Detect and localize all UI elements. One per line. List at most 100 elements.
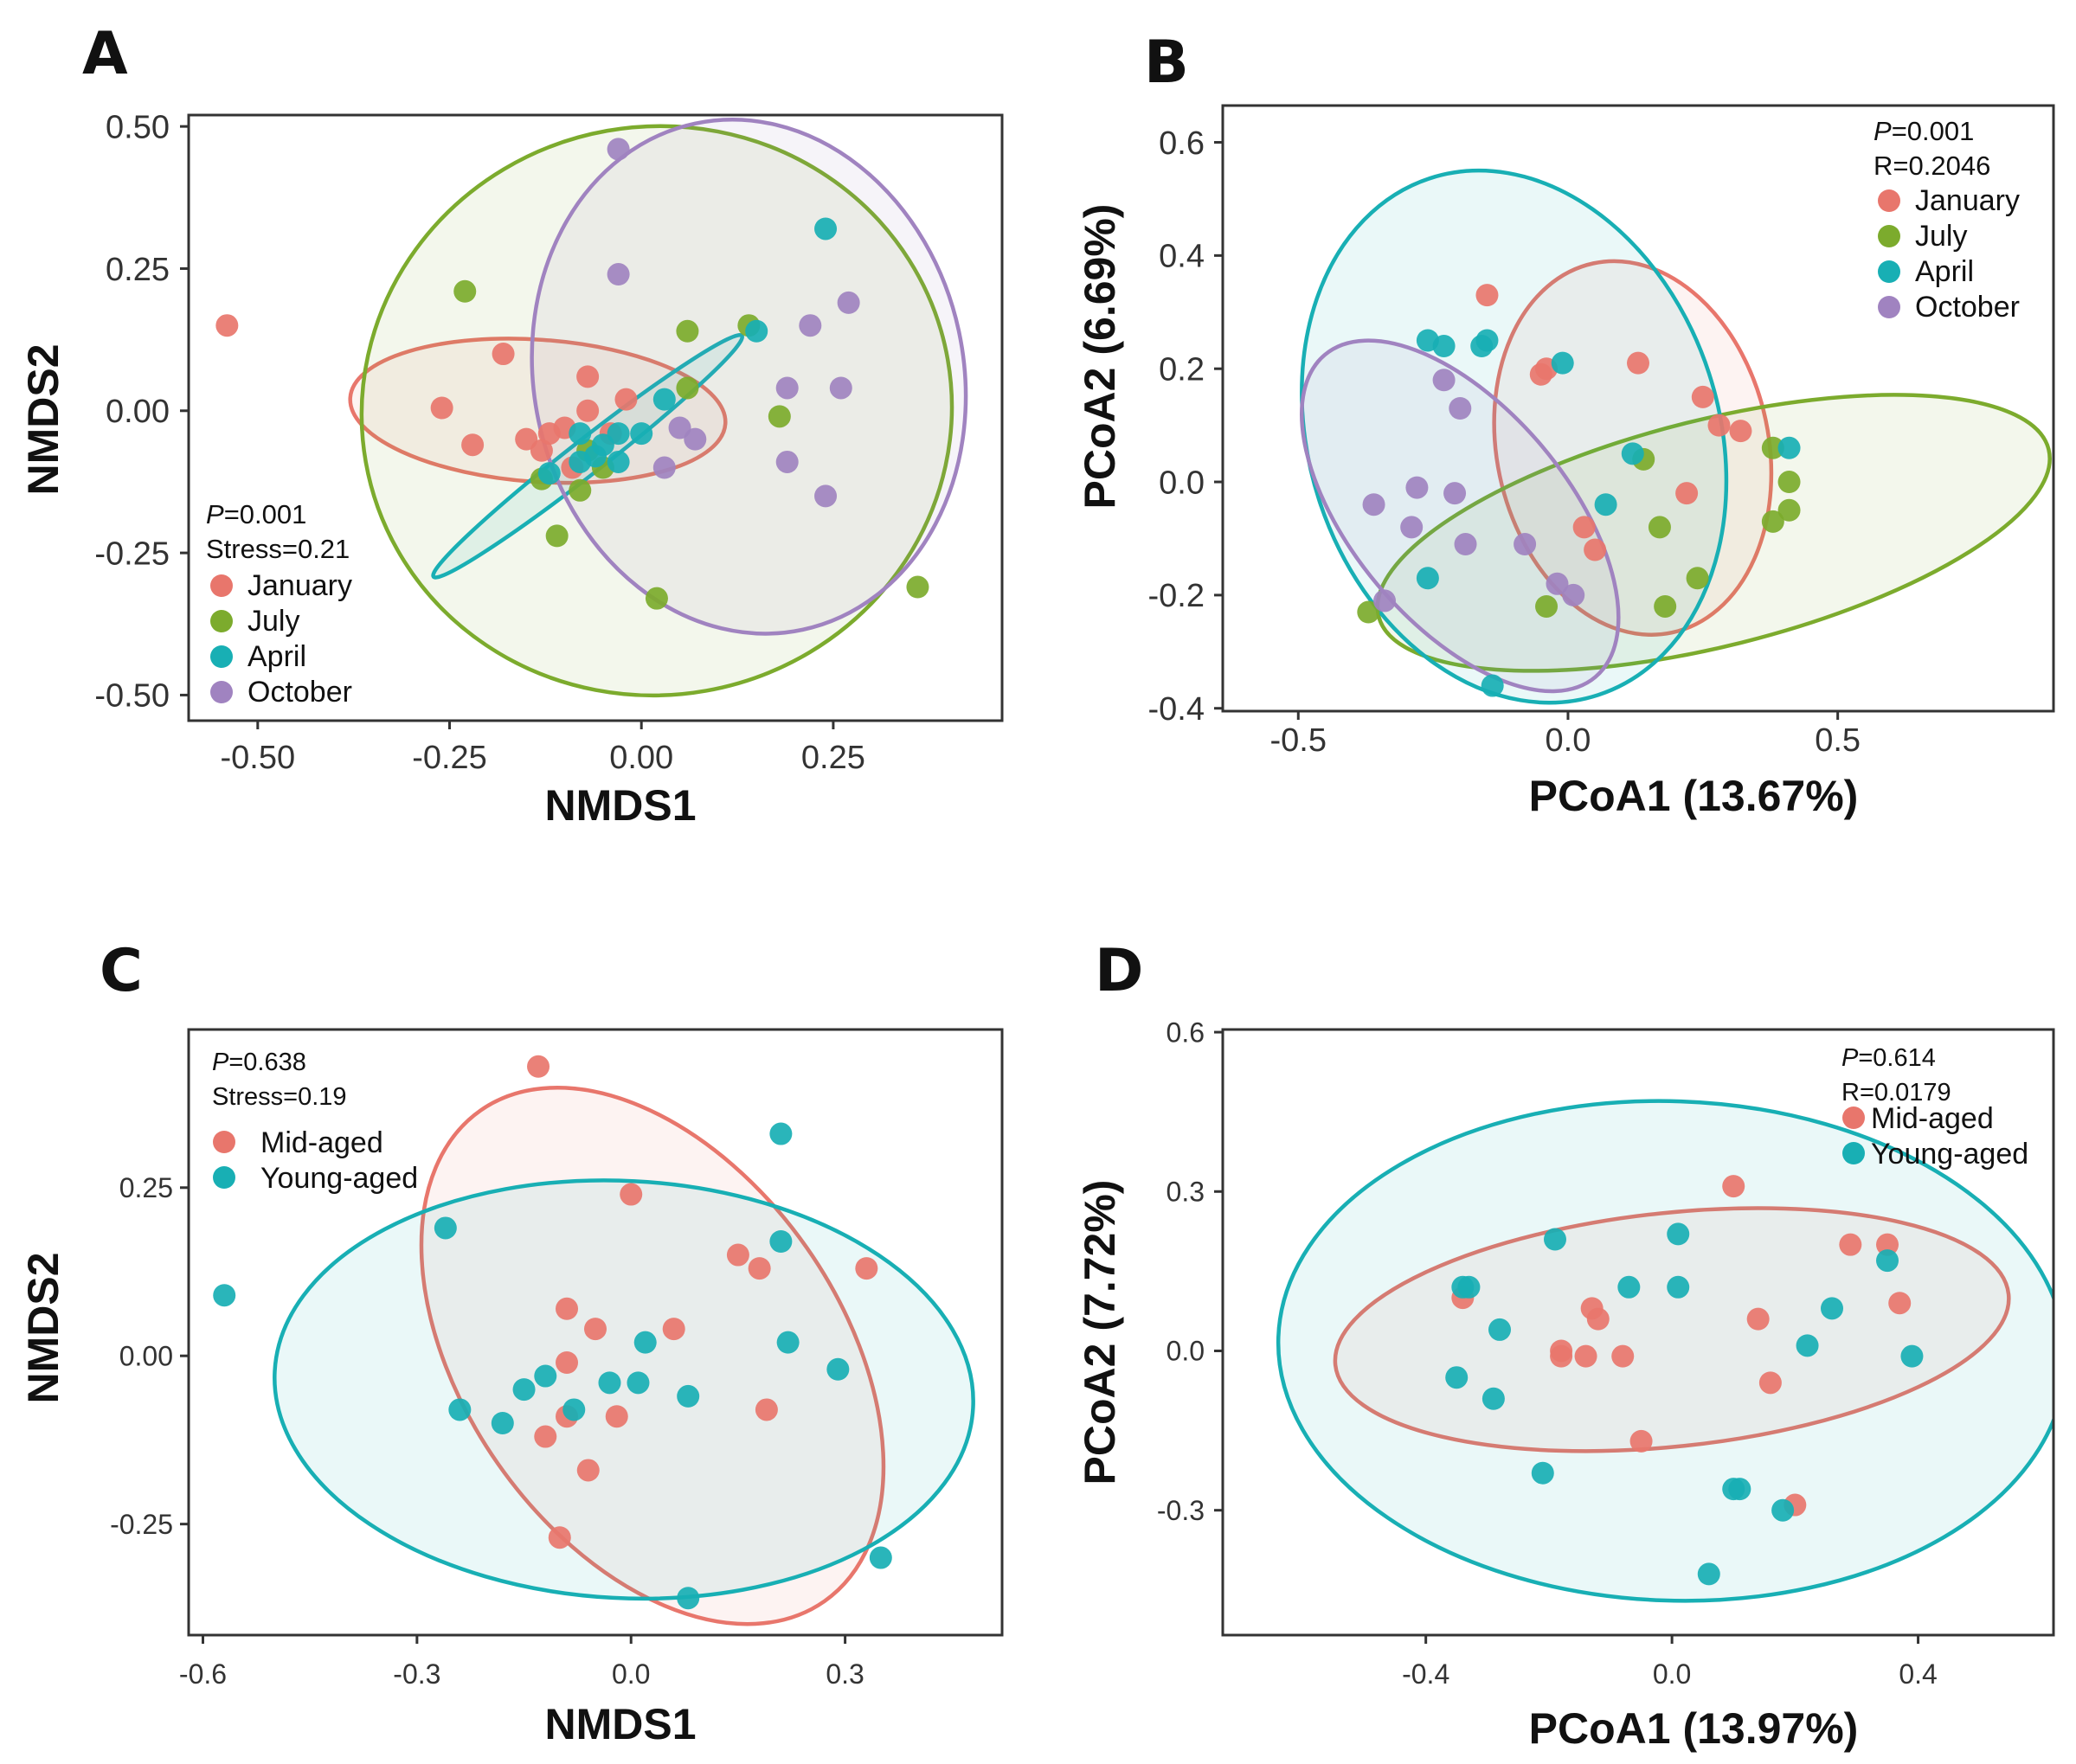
- confidence-ellipses: [273, 1086, 975, 1626]
- point-january: [576, 365, 600, 388]
- point-july: [1535, 594, 1559, 618]
- y-ticks-d: -0.3 0.0 0.3 0.6: [1157, 1017, 1223, 1526]
- point-mid-aged: [1574, 1344, 1597, 1368]
- plot-area-d: [1221, 1028, 2055, 1637]
- point-mid-aged: [620, 1183, 643, 1206]
- point-young-aged: [1667, 1275, 1690, 1299]
- y-tick-label: 0.00: [119, 1340, 173, 1371]
- point-young-aged: [1728, 1478, 1751, 1501]
- point-young-aged: [1876, 1249, 1899, 1273]
- point-july: [1777, 498, 1801, 522]
- panel-a: A NMDS1 NMDS2 -0.50 -0.25 0.00 0.25 -0.50-0…: [19, 20, 1004, 830]
- plot-content-d: [1276, 1099, 2054, 1603]
- point-january: [530, 439, 553, 462]
- point-young-aged: [512, 1378, 536, 1402]
- stat-p-letter-c: P: [212, 1049, 229, 1076]
- point-july: [1648, 516, 1671, 539]
- point-october: [1373, 589, 1397, 613]
- point-january: [1584, 538, 1607, 561]
- point-july: [1686, 567, 1709, 590]
- point-april: [607, 422, 630, 446]
- x-tick-label: 0.0: [1546, 722, 1591, 759]
- point-young-aged: [1900, 1344, 1924, 1368]
- x-tick-label: -0.25: [412, 740, 487, 776]
- plot-content-a: [215, 118, 968, 698]
- point-october: [652, 456, 676, 479]
- series-young-aged: [1445, 1222, 1924, 1586]
- point-october: [1546, 572, 1569, 595]
- stat-p-b: P=0.001: [1874, 116, 1974, 146]
- point-october: [1514, 533, 1537, 556]
- point-mid-aged: [1611, 1344, 1635, 1368]
- point-april: [1777, 436, 1801, 459]
- point-april: [1621, 442, 1644, 465]
- y-tick-label: 0.6: [1159, 125, 1205, 162]
- point-young-aged: [1667, 1222, 1690, 1246]
- series-october: [1362, 369, 1585, 613]
- y-tick-label: 0.0: [1159, 465, 1205, 501]
- point-january: [1475, 284, 1499, 307]
- point-young-aged: [1481, 1387, 1505, 1410]
- stat-p-value-a: =0.001: [224, 499, 307, 529]
- stat-p-value-b: =0.001: [1892, 116, 1975, 146]
- y-tick-label: 0.6: [1167, 1017, 1205, 1048]
- point-mid-aged: [1876, 1233, 1899, 1256]
- panel-label-a: A: [82, 20, 128, 88]
- legend-marker-young-aged: [213, 1166, 235, 1189]
- point-young-aged: [677, 1587, 700, 1610]
- legend-label-july: July: [1915, 220, 1967, 253]
- point-october: [1449, 397, 1472, 420]
- point-mid-aged: [755, 1398, 778, 1421]
- ellipse-october: [530, 118, 968, 636]
- series-july: [1357, 436, 1801, 624]
- legend-label-young-aged: Young-aged: [1871, 1138, 2028, 1171]
- stat-stress-a: Stress=0.21: [206, 534, 350, 564]
- stat-p-letter-b: P: [1874, 116, 1892, 146]
- legend-label-october: October: [1915, 291, 2020, 324]
- x-axis-title-b: PCoA1 (13.67%): [1529, 772, 1859, 820]
- x-tick-label: -0.5: [1270, 722, 1327, 759]
- legend-marker-april: [1878, 260, 1900, 283]
- point-october: [837, 291, 860, 314]
- point-april: [1432, 335, 1456, 358]
- x-ticks-a: -0.50 -0.25 0.00 0.25: [220, 721, 865, 776]
- point-young-aged: [1488, 1318, 1511, 1341]
- x-axis-title-d: PCoA1 (13.97%): [1529, 1704, 1859, 1753]
- point-october: [1405, 476, 1429, 499]
- point-october: [775, 450, 799, 473]
- point-january: [1707, 414, 1731, 437]
- stat-p-d: P=0.614: [1841, 1044, 1936, 1072]
- y-axis-title-d: PCoA2 (7.72%): [1076, 1180, 1124, 1485]
- legend-label-mid-aged: Mid-aged: [1871, 1102, 1994, 1135]
- panel-label-c: C: [100, 937, 143, 1005]
- legend-d: P=0.614 R=0.0179 Mid-aged Young-aged: [1841, 1044, 2028, 1171]
- point-january: [1691, 385, 1714, 408]
- series-january: [1475, 284, 1752, 561]
- point-october: [1562, 583, 1585, 606]
- point-january: [1572, 516, 1596, 539]
- point-young-aged: [1531, 1461, 1554, 1485]
- series-april: [537, 217, 838, 485]
- y-tick-label: -0.3: [1157, 1495, 1205, 1526]
- y-tick-label: 0.00: [106, 394, 170, 430]
- point-july: [453, 279, 477, 303]
- point-young-aged: [562, 1398, 586, 1421]
- point-young-aged: [677, 1384, 700, 1408]
- point-january: [215, 314, 239, 337]
- point-july: [569, 478, 592, 502]
- point-young-aged: [769, 1230, 793, 1253]
- point-october: [799, 314, 822, 337]
- y-tick-label: -0.25: [94, 536, 170, 572]
- point-october: [668, 416, 691, 439]
- point-july: [545, 524, 569, 548]
- point-young-aged: [776, 1331, 800, 1354]
- point-young-aged: [627, 1371, 650, 1395]
- point-mid-aged: [662, 1318, 685, 1341]
- legend-label-july: July: [247, 605, 299, 638]
- y-ticks-b: -0.4 -0.2 0.0 0.2 0.4 0.6: [1148, 125, 1223, 728]
- point-january: [1627, 351, 1649, 375]
- y-axis-title-c: NMDS2: [19, 1252, 67, 1403]
- y-tick-label: 0.25: [119, 1172, 173, 1203]
- point-october: [814, 484, 838, 508]
